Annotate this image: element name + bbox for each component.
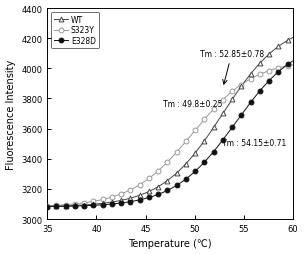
X-axis label: Temperature (℃): Temperature (℃) [128, 239, 212, 248]
Y-axis label: Fluorescence Intensity: Fluorescence Intensity [5, 59, 16, 169]
Text: Tm : 54.15±0.71: Tm : 54.15±0.71 [222, 139, 287, 148]
Legend: WT, S323Y, E328D: WT, S323Y, E328D [51, 13, 99, 49]
Text: Tm : 52.85±0.78: Tm : 52.85±0.78 [200, 50, 264, 85]
Text: Tm : 49.8±0.25: Tm : 49.8±0.25 [163, 100, 223, 108]
